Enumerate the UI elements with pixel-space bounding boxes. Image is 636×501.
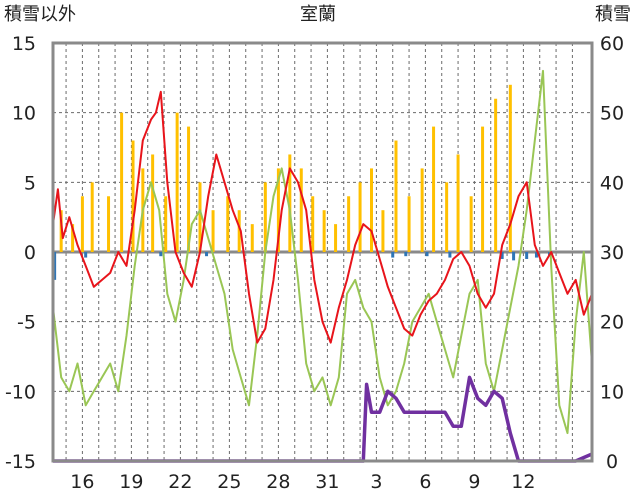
bar-bars-precip-orange (80, 196, 84, 252)
left-tick-label: -10 (5, 381, 36, 403)
left-tick-label: 10 (12, 103, 36, 125)
right-tick-label: 60 (600, 33, 624, 55)
x-tick-label: 25 (217, 471, 241, 493)
right-tick-label: 50 (600, 103, 624, 125)
left-axis-label: 積雪以外 (4, 4, 76, 25)
x-tick-label: 9 (468, 471, 480, 493)
bar-bars-precip-orange (445, 182, 449, 252)
right-tick-label: 40 (600, 172, 624, 194)
x-tick-label: 19 (119, 471, 143, 493)
bar-bars-precip-orange (322, 210, 326, 252)
bar-bars-precip-orange (263, 182, 267, 252)
bar-bars-precip-orange (407, 196, 411, 252)
series-line-precipitation-type-2 (52, 69, 593, 435)
bar-bars-precip-blue (391, 252, 395, 258)
bar-bars-precip-orange (288, 154, 292, 252)
right-axis-label: 積雪 (595, 4, 631, 25)
bar-bars-precip-orange (469, 196, 473, 252)
bar-bars-precip-orange (164, 196, 168, 252)
bar-bars-precip-orange (237, 210, 241, 252)
bar-bars-precip-orange (151, 154, 155, 252)
bar-bars-precip-orange (187, 126, 191, 252)
right-tick-label: 20 (600, 312, 624, 334)
bar-bars-precip-orange (276, 168, 280, 252)
x-tick-label: 6 (419, 471, 431, 493)
bar-bars-precip-orange (131, 140, 135, 252)
bar-bars-precip-orange (175, 112, 179, 253)
bar-bars-precip-orange (71, 224, 75, 252)
bar-bars-precip-orange (120, 112, 124, 253)
left-tick-label: 15 (12, 33, 36, 55)
left-tick-label: 0 (24, 242, 36, 264)
bar-bars-precip-orange (347, 196, 351, 252)
bar-bars-precip-orange (198, 182, 202, 252)
bar-bars-precip-blue (205, 252, 209, 257)
series-line-temperature (52, 90, 593, 344)
right-tick-label: 0 (606, 451, 618, 473)
bar-bars-precip-orange (481, 126, 485, 252)
plot-border (51, 41, 594, 463)
left-tick-label: -15 (5, 451, 36, 473)
x-axis-ticks: 16 19 22 25 28 31 3 6 9 12 (70, 471, 535, 493)
right-axis-ticks: 60 50 40 30 20 10 0 (600, 33, 624, 473)
bar-bars-precip-orange (370, 168, 373, 252)
x-tick-label: 16 (70, 471, 94, 493)
bar-bars-precip-blue (159, 252, 163, 257)
bar-bars-precip-orange (432, 126, 436, 252)
bar-bars-precip-orange (311, 196, 315, 252)
bar-bars-precip-blue (53, 252, 57, 280)
bar-bars-precip-orange (107, 196, 111, 252)
bar-bars-precip-blue (448, 252, 452, 258)
bar-bars-precip-orange (420, 168, 424, 252)
bar-bars-precip-blue (525, 252, 529, 259)
bar-bars-precip-orange (358, 182, 362, 252)
bar-bars-precip-orange (90, 182, 94, 252)
left-tick-label: -5 (17, 312, 36, 334)
chart-title: 室蘭 (300, 4, 336, 25)
bar-bars-precip-orange (211, 210, 215, 252)
x-tick-label: 28 (266, 471, 290, 493)
bar-bars-precip-blue (512, 252, 516, 261)
bar-bars-precip-blue (534, 252, 538, 258)
bar-bars-precip-blue (404, 252, 408, 257)
bar-bars-precip-blue (500, 252, 504, 259)
bar-bars-precip-orange (494, 98, 498, 252)
bar-bars-precip-blue (84, 252, 88, 258)
bar-bars-precip-orange (381, 210, 385, 252)
bar-bars-precip-blue (425, 252, 429, 257)
x-tick-label: 22 (168, 471, 192, 493)
x-tick-label: 31 (315, 471, 339, 493)
bar-bars-precip-orange (456, 154, 460, 252)
bars (53, 84, 552, 280)
bar-bars-precip-orange (226, 196, 230, 252)
series-line-snow-depth (53, 375, 593, 463)
right-tick-label: 30 (600, 242, 624, 264)
x-tick-label: 3 (370, 471, 382, 493)
left-tick-label: 5 (24, 172, 36, 194)
bar-bars-precip-orange (334, 224, 338, 252)
bar-bars-precip-orange (394, 140, 398, 252)
bar-bars-precip-orange (508, 84, 512, 252)
right-tick-label: 10 (600, 381, 624, 403)
left-axis-ticks: 15 10 5 0 -5 -10 -15 (5, 33, 36, 473)
bar-bars-precip-orange (299, 168, 303, 252)
x-tick-label: 12 (511, 471, 535, 493)
bar-bars-precip-orange (250, 224, 254, 252)
